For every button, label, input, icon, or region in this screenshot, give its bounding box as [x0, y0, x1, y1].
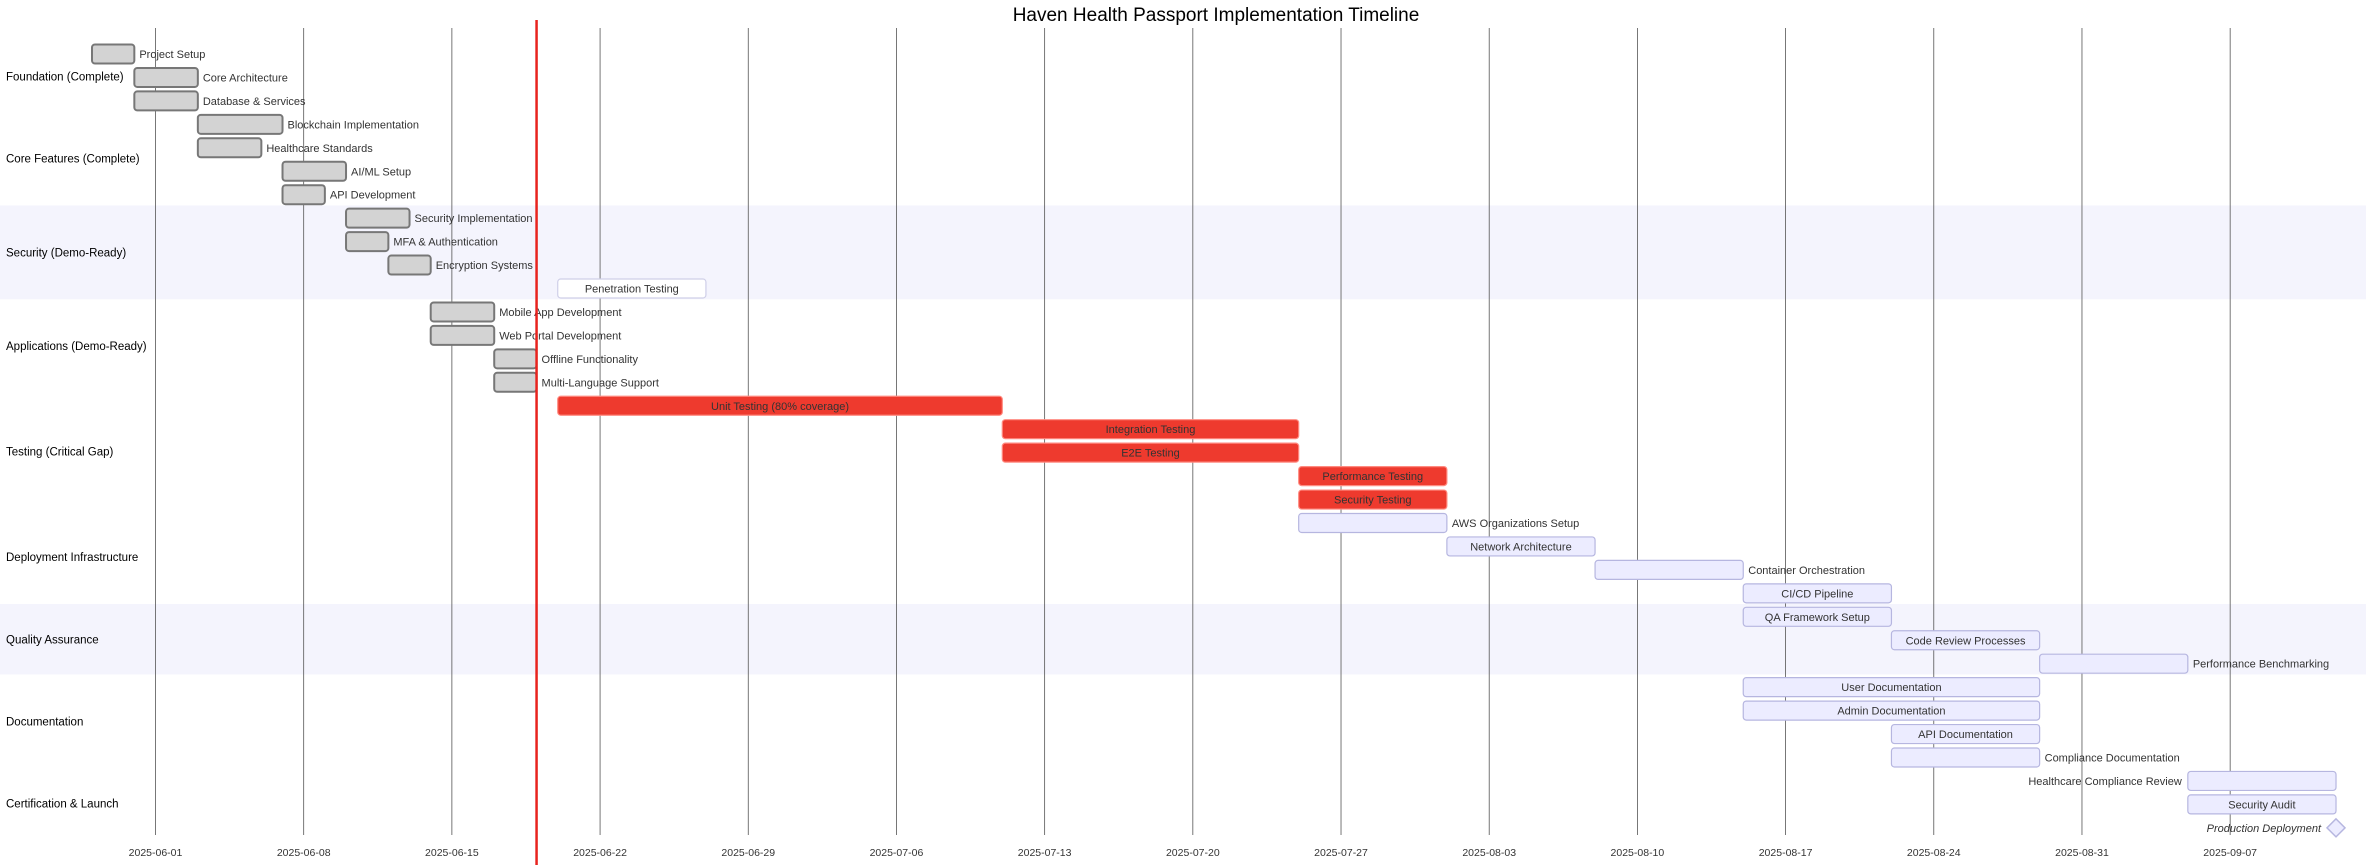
task-label: Network Architecture	[1470, 541, 1571, 553]
task-label: Compliance Documentation	[2045, 753, 2180, 765]
task-bar	[557, 278, 707, 299]
x-tick-label: 2025-08-10	[1611, 847, 1665, 859]
section-label: Security (Demo-Ready)	[6, 247, 126, 259]
task-label: Mobile App Development	[499, 307, 621, 319]
task-label: Performance Benchmarking	[2193, 659, 2329, 671]
task-label: Admin Documentation	[1837, 706, 1945, 718]
x-tick-label: 2025-07-13	[1018, 847, 1072, 859]
section-label: Core Features (Complete)	[6, 154, 140, 166]
task-bar	[1594, 559, 1744, 581]
x-tick-label: 2025-06-15	[425, 847, 479, 859]
task-label: API Development	[330, 190, 416, 202]
task-label: Encryption Systems	[436, 260, 534, 272]
task-label: Offline Functionality	[542, 354, 639, 366]
task-bar	[1001, 419, 1300, 440]
task-bar	[1298, 489, 1448, 510]
task-bar	[1742, 583, 1893, 604]
task-bar	[133, 90, 199, 112]
task-label: Unit Testing (80% coverage)	[711, 401, 849, 413]
task-bar	[1742, 677, 2041, 698]
milestone-marker	[2325, 817, 2347, 838]
task-label: Integration Testing	[1106, 424, 1196, 436]
chart-title: Haven Health Passport Implementation Tim…	[1013, 5, 1420, 26]
x-tick-label: 2025-06-08	[277, 847, 331, 859]
task-label: E2E Testing	[1121, 448, 1180, 460]
task-label: QA Framework Setup	[1765, 612, 1870, 624]
task-bar	[2039, 653, 2189, 674]
task-bars	[90, 43, 2347, 838]
task-bar	[1742, 606, 1893, 627]
x-tick-label: 2025-08-31	[2055, 847, 2109, 859]
section-label: Foundation (Complete)	[6, 71, 124, 83]
task-bar	[493, 348, 538, 370]
task-bar	[1890, 747, 2041, 768]
x-axis: 2025-06-01 2025-06-08 2025-06-15 2025-06-22…	[129, 847, 2258, 859]
task-bar	[90, 43, 136, 65]
x-tick-label: 2025-06-29	[721, 847, 775, 859]
section-labels: Foundation (Complete) Core Features (Comp…	[6, 71, 147, 810]
x-tick-label: 2025-08-17	[1759, 847, 1813, 859]
task-label: User Documentation	[1841, 682, 1941, 694]
task-bar	[196, 113, 284, 135]
task-label: Security Testing	[1334, 495, 1411, 507]
task-label: Healthcare Compliance Review	[2028, 776, 2182, 788]
task-label: Multi-Language Support	[542, 377, 659, 389]
task-bar	[133, 66, 199, 88]
task-bar	[1298, 512, 1448, 534]
task-label: MFA & Authentication	[393, 237, 498, 249]
task-label: Security Implementation	[415, 213, 533, 225]
section-label: Applications (Demo-Ready)	[6, 341, 147, 353]
task-bar	[2187, 770, 2337, 792]
task-bar	[387, 254, 432, 276]
section-bands	[0, 205, 2366, 675]
task-bar	[1890, 630, 2041, 651]
task-label: Healthcare Standards	[266, 143, 373, 155]
task-label: CI/CD Pipeline	[1781, 588, 1853, 600]
x-tick-label: 2025-07-27	[1314, 847, 1368, 859]
task-bar	[1446, 536, 1596, 557]
task-label: AWS Organizations Setup	[1452, 518, 1579, 530]
x-tick-label: 2025-06-22	[573, 847, 627, 859]
task-bar	[493, 371, 538, 393]
task-bar	[2187, 794, 2337, 815]
task-bar	[281, 184, 326, 206]
task-label: Database & Services	[203, 96, 306, 108]
x-tick-label: 2025-06-01	[129, 847, 183, 859]
task-bar	[1298, 466, 1448, 487]
task-labels: Project Setup Core Architecture Database &…	[139, 49, 2329, 835]
task-label: Penetration Testing	[585, 284, 679, 296]
task-label: Performance Testing	[1322, 471, 1423, 483]
section-label: Certification & Launch	[6, 798, 119, 810]
task-label: Project Setup	[139, 49, 205, 61]
task-bar	[557, 395, 1003, 416]
task-label: Container Orchestration	[1748, 565, 1865, 577]
task-bar	[196, 137, 263, 159]
task-bar	[1001, 442, 1300, 463]
task-label: Code Review Processes	[1906, 635, 2026, 647]
task-bar	[429, 301, 496, 323]
task-label: Security Audit	[2228, 799, 2295, 811]
task-label: Web Portal Development	[499, 330, 621, 342]
task-label: API Documentation	[1918, 729, 2013, 741]
task-bar	[345, 231, 390, 253]
milestone-label: Production Deployment	[2207, 823, 2322, 835]
x-tick-label: 2025-07-06	[870, 847, 924, 859]
task-bar	[429, 324, 496, 346]
task-bar	[345, 207, 411, 229]
section-label: Quality Assurance	[6, 634, 99, 646]
section-label: Documentation	[6, 716, 83, 728]
task-bar	[1742, 700, 2041, 721]
section-label: Deployment Infrastructure	[6, 552, 138, 564]
task-label: Blockchain Implementation	[288, 119, 419, 131]
task-bar	[281, 160, 348, 182]
section-label: Testing (Critical Gap)	[6, 447, 114, 459]
x-tick-label: 2025-08-24	[1907, 847, 1961, 859]
x-tick-label: 2025-08-03	[1462, 847, 1516, 859]
task-bar	[1890, 723, 2041, 745]
x-tick-label: 2025-09-07	[2203, 847, 2257, 859]
x-tick-label: 2025-07-20	[1166, 847, 1220, 859]
task-label: Core Architecture	[203, 72, 288, 84]
task-label: AI/ML Setup	[351, 166, 411, 178]
